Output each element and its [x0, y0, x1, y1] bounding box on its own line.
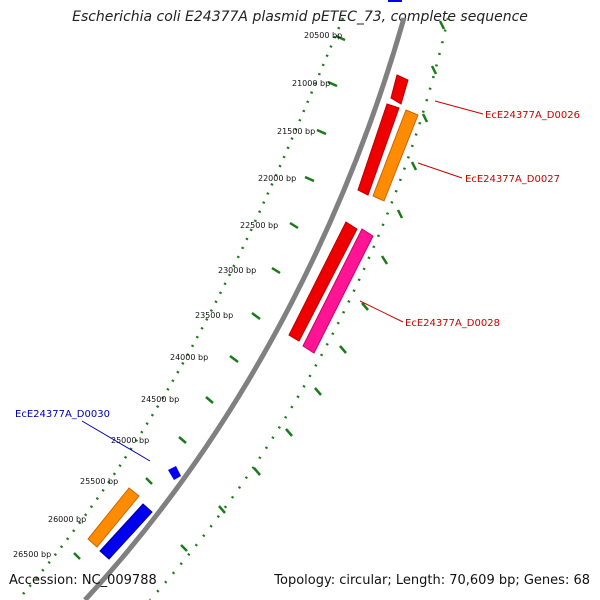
map-title: Escherichia coli E24377A plasmid pETEC_7…	[72, 9, 528, 25]
bp-label: 26000 bp	[48, 515, 86, 524]
leader-line-d0030	[81, 420, 151, 462]
gene-arrow-d0026-head	[390, 74, 409, 105]
gene-arrow-d0026	[357, 103, 400, 196]
bp-label: 20500 bp	[304, 31, 342, 40]
topology-summary: Topology: circular; Length: 70,609 bp; G…	[274, 573, 590, 588]
gene-label-d0026: EcE24377A_D0026	[485, 110, 580, 121]
gene-label-d0030: EcE24377A_D0030	[15, 409, 110, 420]
bp-label: 25000 bp	[111, 436, 149, 445]
bp-label: 22000 bp	[258, 174, 296, 183]
leader-line-d0026	[434, 100, 484, 115]
gene-arrow-d0027	[372, 109, 419, 202]
bp-label: 22500 bp	[240, 221, 278, 230]
gene-arrow-blue-lower	[99, 503, 153, 560]
gene-label-d0027: EcE24377A_D0027	[465, 174, 560, 185]
inner-scale-ring	[17, 17, 345, 600]
accession-text: Accession: NC_009788	[9, 573, 157, 588]
bp-label: 23000 bp	[218, 266, 256, 275]
bp-label: 21500 bp	[277, 127, 315, 136]
gene-arrow-top-fragment	[388, 0, 402, 2]
leader-line-d0027	[417, 162, 463, 179]
gene-arrow-d0028-red	[288, 221, 358, 342]
outer-scale-ring	[149, 17, 450, 600]
outer-major-ticks	[180, 20, 446, 552]
bp-label: 23500 bp	[195, 311, 233, 320]
gene-label-d0028: EcE24377A_D0028	[405, 318, 500, 329]
bp-label: 26500 bp	[13, 550, 51, 559]
leader-line-d0028	[359, 300, 404, 323]
gene-arrow-d0028-magenta	[302, 228, 374, 354]
bp-label: 24000 bp	[170, 353, 208, 362]
gene-arrow-d0030-small	[168, 466, 181, 480]
backbone-arc	[83, 17, 407, 600]
bp-label: 25500 bp	[80, 477, 118, 486]
bp-label: 24500 bp	[141, 395, 179, 404]
gene-arrow-orange-lower	[87, 487, 140, 548]
bp-label: 21000 bp	[292, 79, 330, 88]
